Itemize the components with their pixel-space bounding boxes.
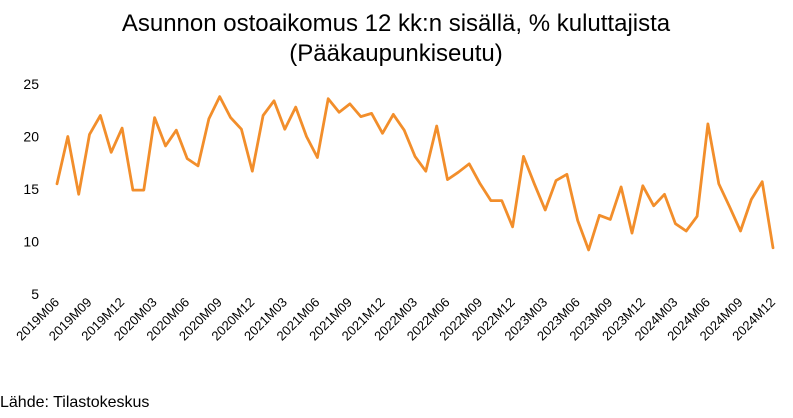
x-axis-ticks: 2019M062019M092019M122020M032020M062020M… [13, 295, 778, 344]
series-line [55, 95, 775, 252]
chart-title: Asunnon ostoaikomus 12 kk:n sisällä, % k… [122, 10, 671, 37]
y-axis-ticks: 5 10 15 20 25 [23, 76, 39, 302]
chart-subtitle: (Pääkaupunkiseutu) [289, 40, 502, 67]
y-tick-label: 15 [23, 181, 39, 197]
y-tick-label: 5 [31, 286, 39, 302]
y-tick-label: 20 [23, 129, 39, 145]
source-note: Lähde: Tilastokeskus [0, 394, 150, 411]
y-tick-label: 10 [23, 234, 39, 250]
y-tick-label: 25 [23, 76, 39, 92]
